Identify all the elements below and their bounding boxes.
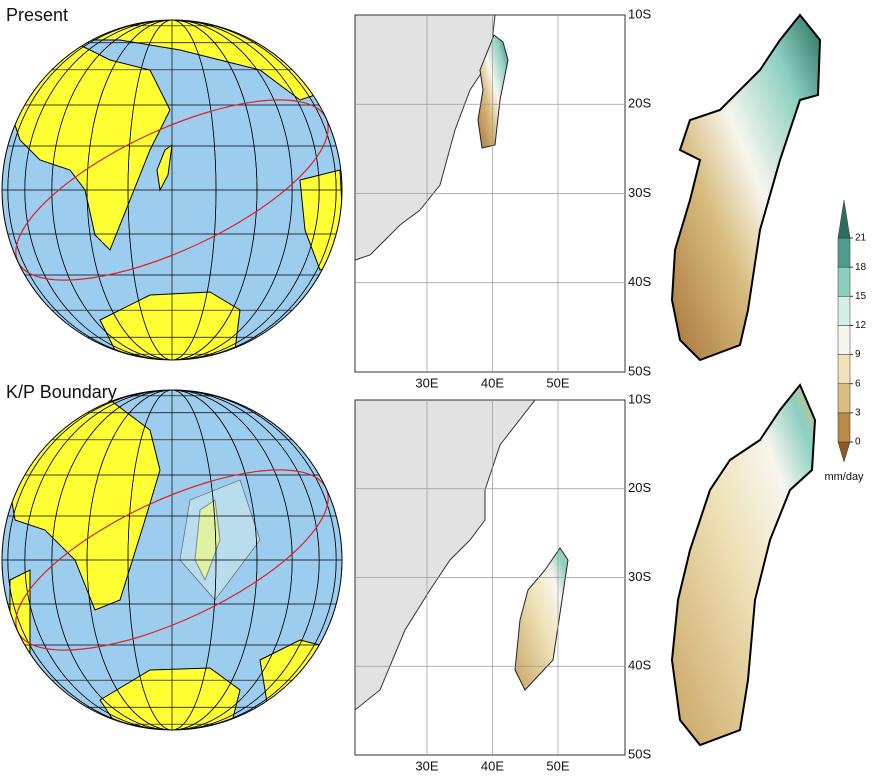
colorbar-segment [838, 413, 850, 442]
figure: Present K/P Boundary 10S 20S 30S 40S 50S 30E 4… [0, 0, 879, 778]
colorbar-tick-label: 21 [855, 233, 867, 244]
colorbar-segment [838, 238, 850, 267]
colorbar-tick-label: 18 [855, 262, 867, 273]
colorbar-tick-label: 3 [855, 407, 861, 418]
colorbar-tick-label: 0 [855, 437, 861, 448]
colorbar-extend [838, 442, 850, 462]
y-tick-label: 30S [628, 185, 651, 200]
colorbar-tick-label: 9 [855, 349, 861, 360]
y-tick-label: 40S [628, 274, 651, 289]
madagascar-kp [672, 385, 815, 745]
y-tick-label: 30S [628, 569, 651, 584]
madagascar-present [672, 15, 820, 360]
colorbar-segment [838, 267, 850, 296]
colorbar-segment [838, 296, 850, 325]
x-tick-label: 30E [415, 375, 438, 390]
colorbar-segment [838, 325, 850, 354]
y-tick-label: 50S [628, 363, 651, 378]
colorbar-segment [838, 384, 850, 413]
y-tick-label: 20S [628, 480, 651, 495]
colorbar-segment [838, 355, 850, 384]
colorbar-extend [838, 200, 850, 238]
panel-label: K/P Boundary [6, 382, 117, 402]
panel-label: Present [6, 5, 68, 25]
colorbar-tick-label: 6 [855, 378, 861, 389]
x-tick-label: 40E [481, 758, 504, 773]
colorbar-label: mm/day [824, 471, 864, 483]
x-tick-label: 50E [546, 375, 569, 390]
y-tick-label: 40S [628, 658, 651, 673]
y-tick-label: 20S [628, 96, 651, 111]
y-tick-label: 10S [628, 6, 651, 21]
colorbar-tick-label: 12 [855, 320, 867, 331]
y-tick-label: 10S [628, 391, 651, 406]
y-tick-label: 50S [628, 746, 651, 761]
globe [0, 390, 351, 730]
x-tick-label: 30E [415, 758, 438, 773]
x-tick-label: 50E [546, 758, 569, 773]
colorbar-tick-label: 15 [855, 291, 867, 302]
x-tick-label: 40E [481, 375, 504, 390]
